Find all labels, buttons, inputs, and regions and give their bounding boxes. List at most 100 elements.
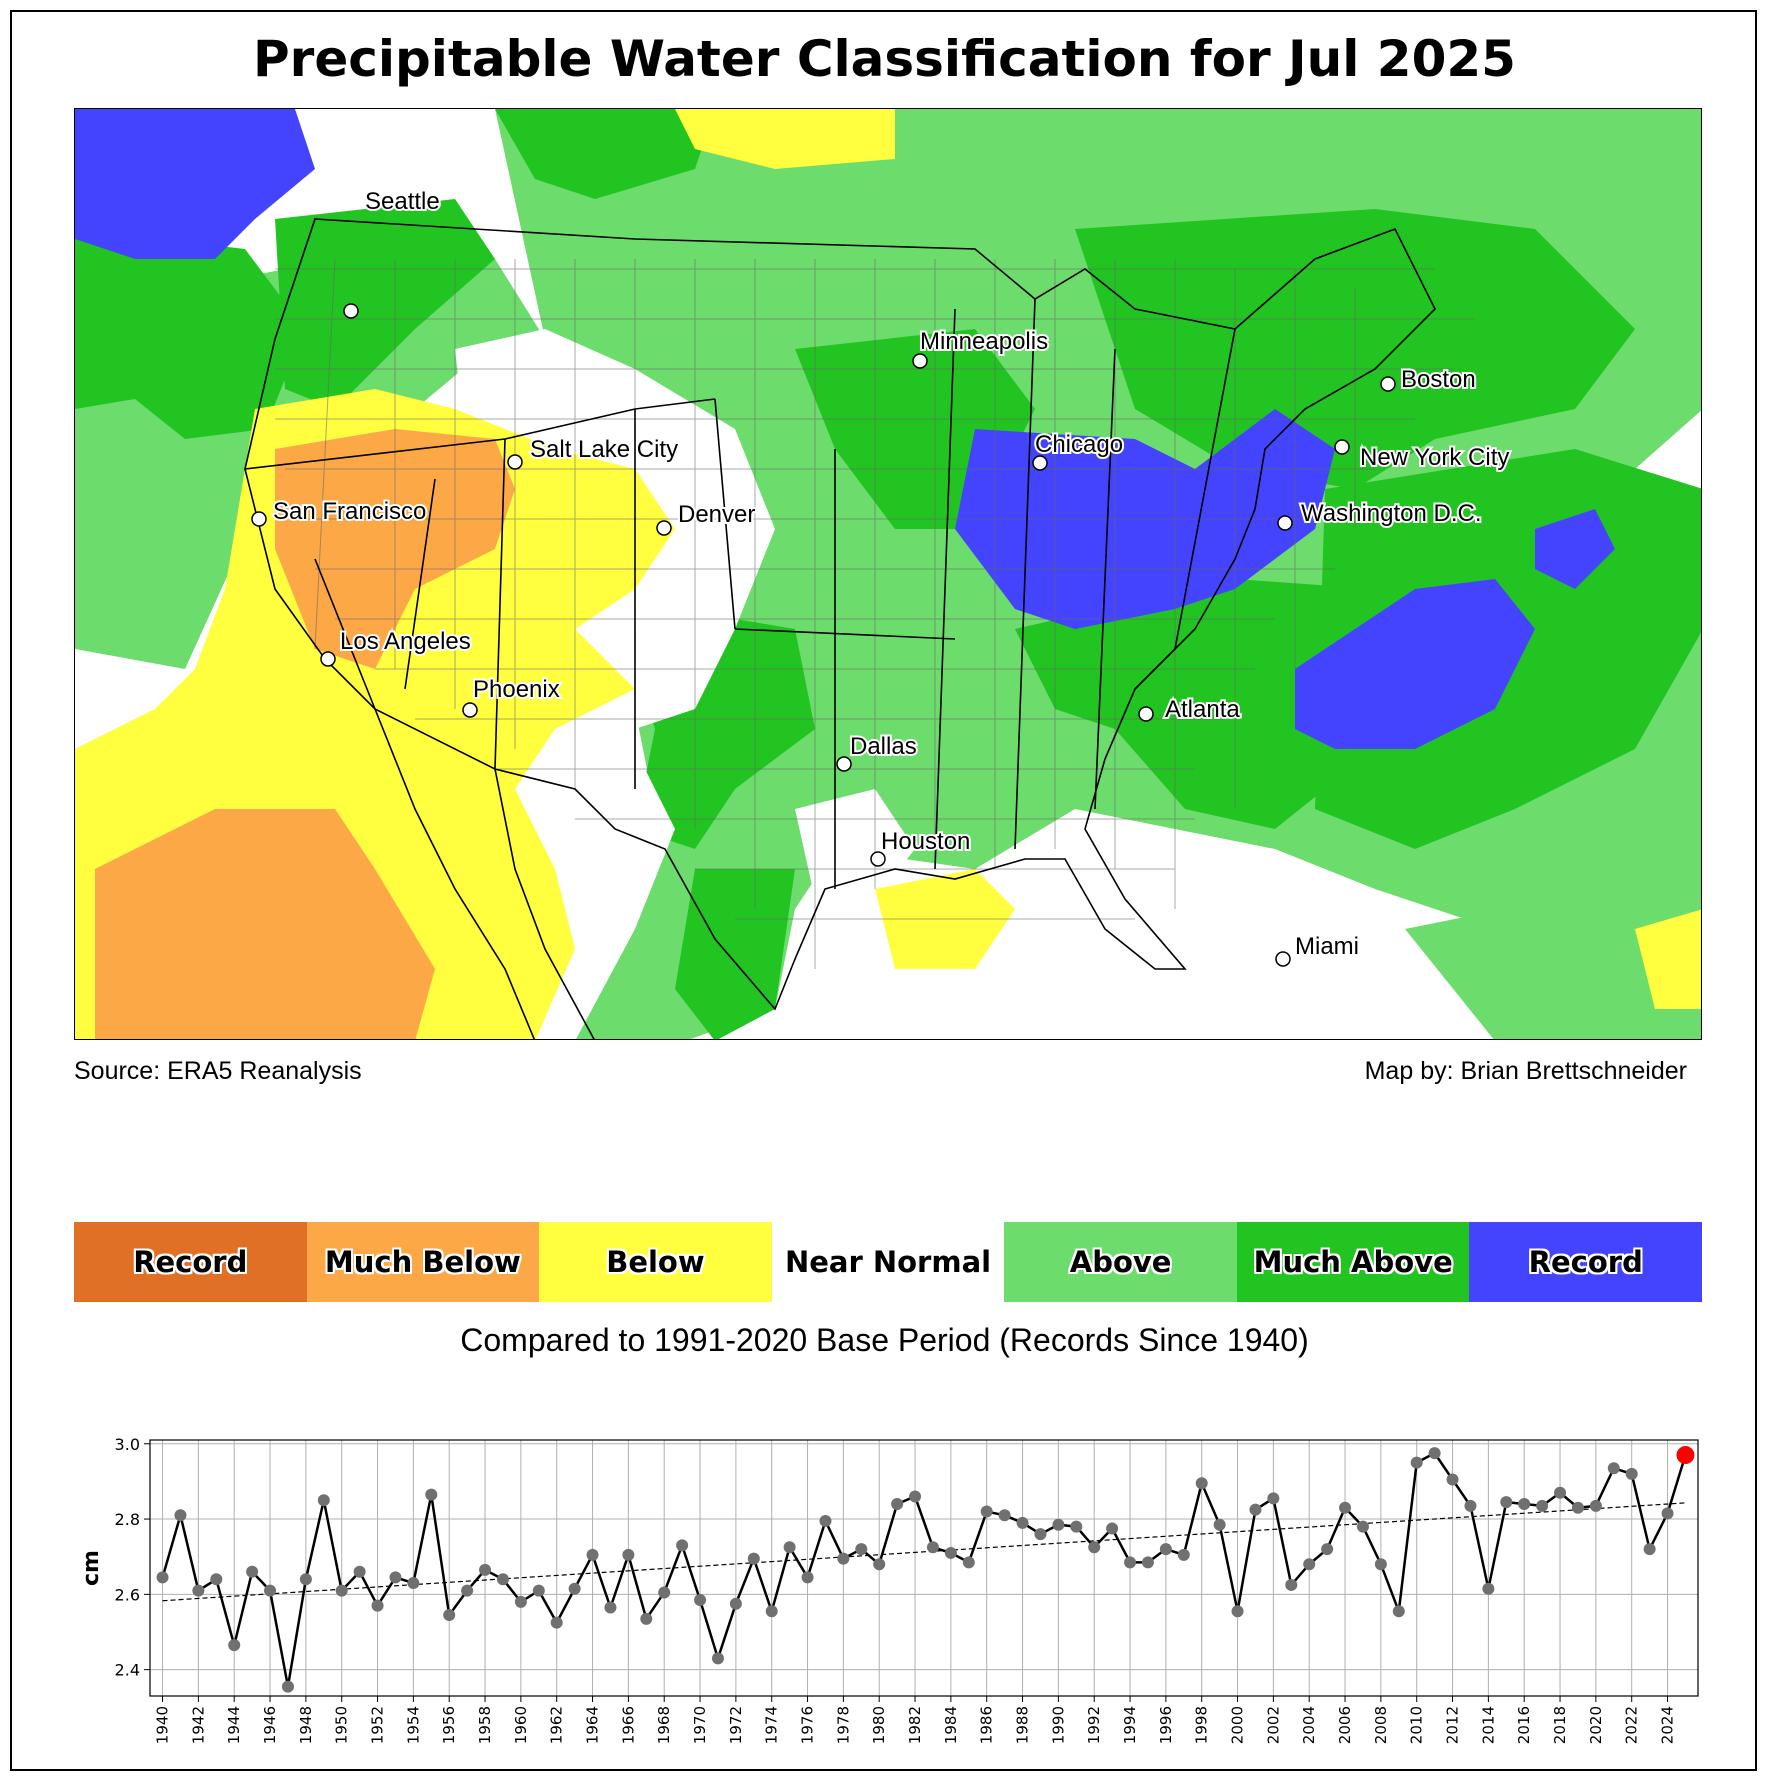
data-point [1607, 1462, 1620, 1475]
x-tick-label: 1994 [1121, 1706, 1139, 1744]
author-credit: Map by: Brian Brettschneider [1364, 1057, 1687, 1085]
data-point [1536, 1499, 1549, 1512]
data-point [264, 1584, 277, 1597]
data-point [1554, 1486, 1567, 1499]
city-label-los-angeles: Los Angeles [340, 628, 471, 655]
data-point [389, 1571, 402, 1584]
city-label-minneapolis: Minneapolis [920, 328, 1048, 355]
x-tick-label: 1964 [584, 1706, 602, 1744]
data-point [210, 1573, 223, 1586]
city-label-seattle: Seattle [365, 188, 440, 215]
below-canada-top [675, 109, 895, 169]
data-point [1446, 1473, 1459, 1486]
data-point [891, 1498, 904, 1510]
figure-frame [10, 10, 1757, 1771]
legend-above: Above [1004, 1222, 1237, 1302]
data-point [855, 1543, 868, 1556]
city-marker-boston [1380, 376, 1396, 392]
data-point [819, 1514, 832, 1527]
data-point [962, 1556, 975, 1569]
record-high-pacific [75, 109, 315, 259]
city-label-phoenix: Phoenix [473, 676, 560, 703]
y-tick-label: 2.4 [115, 1661, 140, 1680]
x-tick-label: 1978 [834, 1706, 852, 1744]
timeseries-chart: 2.4 2.6 2.8 3.0 1940 1942 1944 1946 1948 1950 1952… [79, 1420, 1710, 1775]
data-point [1249, 1503, 1262, 1516]
legend-much-above: Much Above [1236, 1222, 1470, 1302]
data-point [926, 1541, 939, 1554]
city-marker-chicago [1032, 455, 1048, 471]
x-tick-label: 1940 [154, 1706, 172, 1744]
data-point [1589, 1499, 1602, 1512]
data-point [407, 1577, 420, 1590]
x-tick-label: 1998 [1193, 1706, 1211, 1744]
x-tick-label: 1992 [1085, 1706, 1103, 1744]
city-label-washington-dc: Washington D.C. [1301, 500, 1482, 527]
data-point [1231, 1605, 1244, 1618]
x-tick-label: 1982 [906, 1706, 924, 1744]
city-marker-washington-dc [1277, 515, 1293, 531]
data-point [1356, 1520, 1369, 1533]
data-point [1124, 1556, 1137, 1569]
classification-legend: Record Much Below Below Near Normal Abov… [74, 1222, 1703, 1302]
x-tick-label: 2006 [1336, 1706, 1354, 1744]
data-point [676, 1539, 689, 1552]
legend-record-low: Record [74, 1222, 307, 1302]
data-point [461, 1584, 474, 1597]
data-point [1159, 1543, 1172, 1556]
city-label-miami: Miami [1295, 933, 1359, 960]
plot-frame [149, 1439, 1699, 1697]
x-tick-label: 2024 [1659, 1706, 1677, 1744]
x-tick-label: 2008 [1372, 1706, 1390, 1744]
data-point [1213, 1518, 1226, 1531]
data-point [353, 1565, 366, 1578]
x-tick-label: 1952 [369, 1706, 387, 1744]
x-tick-label: 1986 [978, 1706, 996, 1744]
data-point [425, 1488, 438, 1501]
data-point [443, 1609, 456, 1622]
much-below-pacific-south [95, 809, 435, 1039]
data-point [622, 1548, 635, 1561]
data-point [1428, 1447, 1441, 1460]
data-point [1482, 1582, 1495, 1595]
x-tick-label: 1976 [799, 1706, 817, 1744]
data-point [174, 1509, 187, 1522]
data-point [1285, 1578, 1298, 1591]
data-point [371, 1599, 384, 1612]
data-point [335, 1584, 348, 1597]
city-markers [251, 303, 1396, 967]
x-tick-label: 1946 [261, 1706, 279, 1744]
data-point [550, 1616, 563, 1629]
data-point [980, 1505, 993, 1518]
data-point [801, 1571, 814, 1584]
x-tick-label: 2012 [1444, 1706, 1462, 1744]
x-tick-label: 1970 [691, 1706, 709, 1744]
city-marker-new-york-city [1334, 439, 1350, 455]
data-point [1500, 1496, 1513, 1509]
x-tick-label: 1972 [727, 1706, 745, 1744]
data-point [1643, 1543, 1656, 1556]
city-marker-dallas [836, 756, 852, 772]
data-point [1106, 1522, 1119, 1535]
legend-record-high: Record [1469, 1222, 1703, 1302]
data-point [514, 1595, 527, 1608]
data-point [1070, 1520, 1083, 1533]
data-point [479, 1563, 492, 1576]
city-marker-los-angeles [320, 651, 336, 667]
data-point [837, 1552, 850, 1565]
data-point [496, 1573, 509, 1586]
data-point [532, 1584, 545, 1597]
city-label-dallas: Dallas [850, 733, 917, 760]
city-label-chicago: Chicago [1035, 431, 1123, 458]
x-tick-label: 1974 [763, 1706, 781, 1744]
data-point [156, 1571, 169, 1584]
x-tick-label: 2022 [1623, 1706, 1641, 1744]
city-marker-miami [1275, 951, 1291, 967]
series-line [161, 1451, 1687, 1687]
legend-near-normal: Near Normal [771, 1222, 1005, 1302]
record-high-bermuda [1535, 509, 1615, 589]
data-point [1141, 1556, 1154, 1569]
city-marker-minneapolis [912, 353, 928, 369]
data-point [1661, 1507, 1674, 1520]
data-point [658, 1586, 671, 1599]
